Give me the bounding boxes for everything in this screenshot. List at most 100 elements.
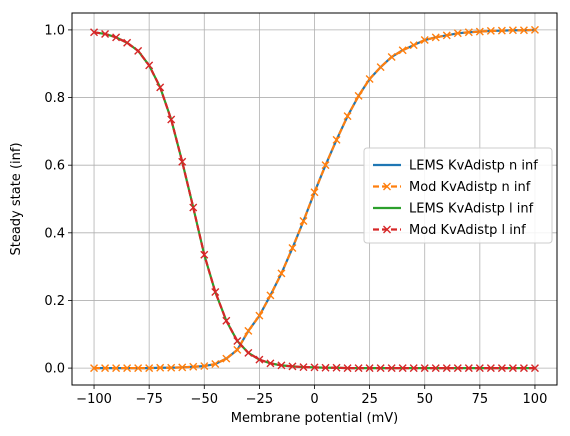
data-point-marker [431, 33, 440, 42]
y-tick-label: 0.2 [44, 294, 65, 309]
x-tick-label: 100 [523, 392, 548, 407]
data-point-marker [178, 363, 187, 372]
legend-label: Mod KvAdistp n inf [409, 180, 531, 195]
data-point-marker [475, 364, 484, 373]
legend-marker [383, 182, 391, 191]
data-point-marker [244, 326, 253, 335]
data-point-marker [200, 250, 209, 259]
data-point-marker [475, 27, 484, 36]
data-point-marker [321, 363, 330, 372]
data-point-marker [387, 52, 396, 61]
data-point-marker [134, 364, 143, 373]
data-point-marker [222, 316, 231, 325]
data-point-marker [255, 355, 264, 364]
data-point-marker [519, 26, 528, 35]
data-point-marker [299, 216, 308, 225]
y-axis-label: Steady state (inf) [9, 142, 24, 255]
data-point-marker [123, 364, 132, 373]
data-point-marker [321, 161, 330, 170]
data-point-marker [343, 364, 352, 373]
y-tick-label: 0.8 [44, 91, 65, 106]
series-layer [90, 25, 539, 373]
data-point-marker [156, 363, 165, 372]
data-point-marker [310, 363, 319, 372]
series-line [94, 28, 535, 370]
data-point-marker [332, 363, 341, 372]
data-point-marker [343, 112, 352, 121]
legend-box [363, 147, 553, 244]
ticks: −100 −75 −50 −25 0 25 50 75 100 0.0 0.2 0.4 0.6 0.8 1.… [44, 23, 547, 407]
data-point-marker [453, 364, 462, 373]
data-point-marker [376, 63, 385, 72]
data-point-marker [101, 364, 110, 373]
x-tick-label: −50 [191, 392, 218, 407]
data-point-marker [530, 25, 539, 34]
data-point-marker [233, 337, 242, 346]
x-tick-label: −25 [246, 392, 273, 407]
y-tick-label: 1.0 [44, 23, 65, 38]
data-point-marker [409, 41, 418, 50]
data-point-marker [464, 28, 473, 37]
legend: LEMS KvAdistp n inf Mod KvAdistp n inf LEM… [363, 147, 553, 244]
data-point-marker [354, 91, 363, 100]
data-point-marker [398, 364, 407, 373]
series-3 [90, 28, 539, 373]
x-tick-label: −100 [76, 392, 112, 407]
data-point-marker [486, 26, 495, 35]
data-point-marker [156, 83, 165, 92]
data-point-marker [178, 157, 187, 166]
data-point-marker [464, 364, 473, 373]
data-point-marker [387, 364, 396, 373]
y-tick-label: 0.6 [44, 159, 65, 174]
x-tick-label: 0 [310, 392, 318, 407]
x-tick-label: 50 [416, 392, 433, 407]
data-point-marker [255, 311, 264, 320]
legend-label: LEMS KvAdistp n inf [409, 159, 538, 174]
data-point-marker [508, 364, 517, 373]
data-point-marker [519, 364, 528, 373]
data-point-marker [453, 29, 462, 38]
data-point-marker [442, 364, 451, 373]
data-point-marker [486, 364, 495, 373]
data-point-marker [90, 364, 99, 373]
data-point-marker [398, 46, 407, 55]
data-point-marker [409, 364, 418, 373]
data-point-marker [200, 362, 209, 371]
y-tick-label: 0.4 [44, 226, 65, 241]
data-point-marker [90, 28, 99, 37]
data-point-marker [123, 38, 132, 47]
data-point-marker [244, 348, 253, 357]
data-point-marker [145, 364, 154, 373]
data-point-marker [332, 135, 341, 144]
legend-label: LEMS KvAdistp l inf [409, 202, 534, 217]
data-point-marker [112, 364, 121, 373]
data-point-marker [233, 345, 242, 354]
data-point-marker [211, 360, 220, 369]
data-point-marker [310, 188, 319, 197]
x-axis-label: Membrane potential (mV) [231, 411, 398, 426]
data-point-marker [211, 288, 220, 296]
data-point-marker [508, 26, 517, 35]
data-point-marker [288, 362, 297, 371]
data-point-marker [167, 363, 176, 372]
data-point-marker [145, 61, 154, 70]
data-point-marker [266, 359, 275, 368]
data-point-marker [277, 361, 286, 370]
data-point-marker [189, 362, 198, 371]
data-point-marker [189, 203, 198, 212]
x-tick-label: −75 [135, 392, 162, 407]
data-point-marker [266, 291, 275, 300]
data-point-marker [354, 364, 363, 373]
data-point-marker [101, 29, 110, 38]
data-point-marker [167, 115, 176, 124]
y-tick-label: 0.0 [44, 362, 65, 377]
data-point-marker [365, 74, 374, 83]
data-point-marker [376, 364, 385, 373]
legend-marker [383, 225, 391, 234]
data-point-marker [431, 364, 440, 373]
data-point-marker [112, 33, 121, 42]
legend-label: Mod KvAdistp l inf [409, 223, 526, 238]
data-point-marker [222, 354, 231, 363]
data-point-marker [420, 364, 429, 373]
